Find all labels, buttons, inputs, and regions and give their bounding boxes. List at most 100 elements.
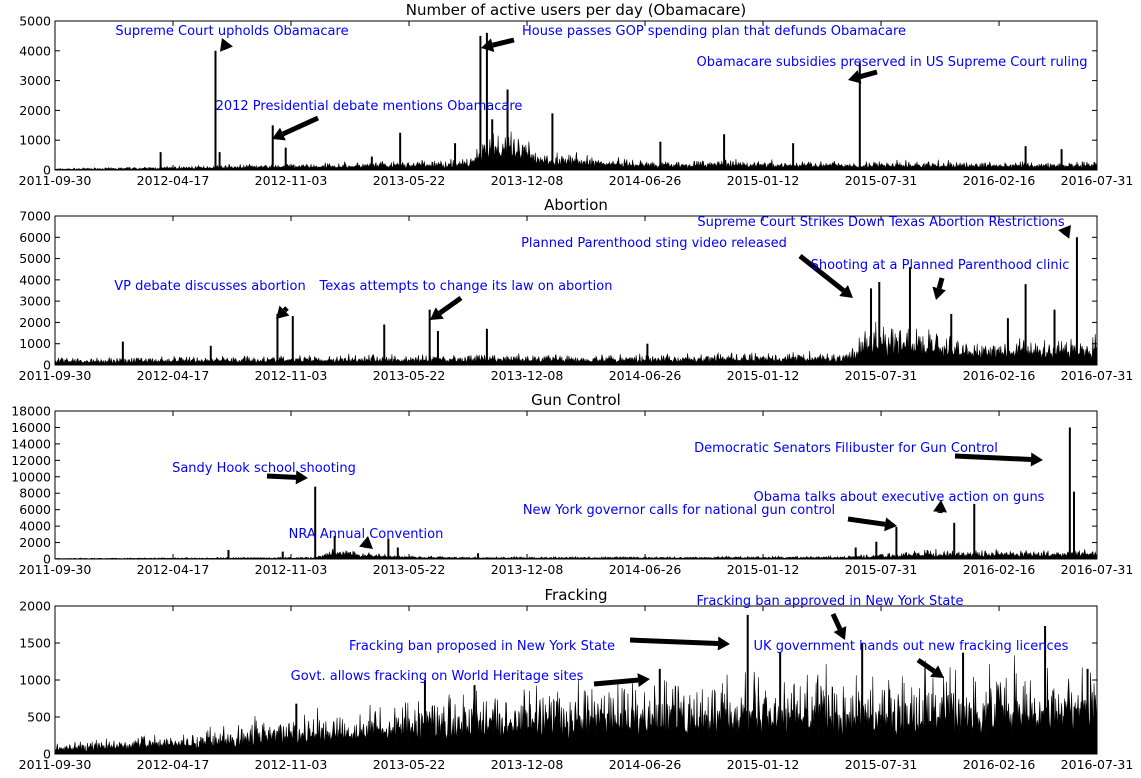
annotation-arrow-head <box>884 517 897 532</box>
y-tick-label: 2000 <box>19 315 51 330</box>
y-tick-label: 3000 <box>19 73 51 88</box>
y-tick-label: 0 <box>43 747 51 762</box>
y-tick-label: 8000 <box>19 486 51 501</box>
annotation-arrow-head <box>1058 225 1071 239</box>
x-tick-label: 2014-06-26 <box>609 368 682 383</box>
annotation-label: Govt. allows fracking on World Heritage … <box>291 669 584 684</box>
y-tick-label: 1500 <box>19 636 51 651</box>
annotation-arrow-head <box>930 665 944 678</box>
annotation-arrow-head <box>933 500 948 513</box>
annotation-arrow-shaft <box>858 69 878 80</box>
annotation-label: Supreme Court Strikes Down Texas Abortio… <box>697 215 1065 230</box>
annotation-label: Fracking ban proposed in New York State <box>349 639 615 654</box>
annotation-arrow-head <box>1030 452 1043 467</box>
y-tick-label: 4000 <box>19 519 51 534</box>
x-tick-label: 2015-07-31 <box>845 368 918 383</box>
annotation-arrow-shaft <box>798 254 846 293</box>
y-tick-label: 6000 <box>19 502 51 517</box>
x-tick-label: 2016-02-16 <box>963 757 1036 772</box>
x-tick-label: 2014-06-26 <box>609 562 682 577</box>
x-tick-label: 2011-09-30 <box>19 368 92 383</box>
y-tick-label: 4000 <box>19 272 51 287</box>
x-tick-label: 2013-12-08 <box>491 368 564 383</box>
x-tick-label: 2013-05-22 <box>373 368 446 383</box>
x-tick-label: 2012-11-03 <box>255 173 328 188</box>
annotation-arrow-shaft <box>916 657 936 674</box>
plot-frame-number-of-active-users-per-day-obamacare <box>54 20 1098 171</box>
y-tick-label: 16000 <box>11 420 51 435</box>
x-tick-label: 2016-02-16 <box>963 368 1036 383</box>
annotation-arrow-head <box>276 305 290 319</box>
y-tick-label: 2000 <box>19 535 51 550</box>
y-tick-label: 1000 <box>19 673 51 688</box>
annotation-arrow-shaft <box>847 516 886 527</box>
annotation-arrow-head <box>833 626 847 640</box>
annotation-label: Supreme Court upholds Obamacare <box>115 24 348 39</box>
annotation-label: Democratic Senators Filibuster for Gun C… <box>694 441 998 456</box>
x-tick-label: 2011-09-30 <box>19 173 92 188</box>
annotation-label: Obamacare subsidies preserved in US Supr… <box>697 55 1088 70</box>
x-tick-label: 2012-11-03 <box>255 368 328 383</box>
y-tick-label: 0 <box>43 552 51 567</box>
annotation-label: VP debate discusses abortion <box>114 279 305 294</box>
y-tick-label: 12000 <box>11 453 51 468</box>
chart-title-fracking: Fracking <box>544 586 607 604</box>
y-tick-label: 18000 <box>11 404 51 419</box>
annotation-arrow-head <box>359 536 373 549</box>
plot-frame-abortion <box>54 215 1098 366</box>
x-tick-label: 2015-07-31 <box>845 562 918 577</box>
x-tick-label: 2015-07-31 <box>845 757 918 772</box>
annotation-label: Texas attempts to change its law on abor… <box>318 279 612 294</box>
annotation-arrow-shaft <box>593 677 639 687</box>
x-tick-label: 2012-11-03 <box>255 757 328 772</box>
x-tick-label: 2016-07-31 <box>1061 757 1134 772</box>
x-tick-label: 2016-07-31 <box>1061 368 1134 383</box>
y-tick-label: 5000 <box>19 14 51 29</box>
annotation-arrow-shaft <box>492 37 515 48</box>
x-tick-label: 2016-02-16 <box>963 562 1036 577</box>
x-tick-label: 2012-04-17 <box>137 757 210 772</box>
x-tick-label: 2014-06-26 <box>609 173 682 188</box>
y-tick-label: 0 <box>43 163 51 178</box>
y-tick-label: 2000 <box>19 103 51 118</box>
annotation-arrow-head <box>717 636 730 651</box>
plot-frame-gun-control <box>54 410 1098 560</box>
y-tick-label: 1000 <box>19 133 51 148</box>
y-tick-label: 0 <box>43 358 51 373</box>
x-tick-label: 2015-01-12 <box>727 757 800 772</box>
x-tick-label: 2015-01-12 <box>727 562 800 577</box>
chart-title-gun-control: Gun Control <box>531 391 621 409</box>
x-tick-label: 2013-05-22 <box>373 562 446 577</box>
y-tick-label: 10000 <box>11 469 51 484</box>
annotation-arrow-head <box>932 286 946 300</box>
x-tick-label: 2011-09-30 <box>19 757 92 772</box>
x-tick-label: 2013-12-08 <box>491 757 564 772</box>
y-tick-label: 500 <box>27 710 51 725</box>
annotation-arrow-shaft <box>281 115 320 137</box>
daily-series-abortion <box>54 321 1098 366</box>
annotation-label: Shooting at a Planned Parenthood clinic <box>811 258 1070 273</box>
annotation-arrow-shaft <box>629 637 719 647</box>
annotation-label: Obama talks about executive action on gu… <box>754 490 1045 505</box>
y-tick-label: 7000 <box>19 209 51 224</box>
annotation-label: Fracking ban approved in New York State <box>697 594 964 609</box>
annotation-arrow-shaft <box>438 295 463 316</box>
y-tick-label: 4000 <box>19 43 51 58</box>
y-tick-label: 5000 <box>19 251 51 266</box>
x-tick-label: 2016-02-16 <box>963 173 1036 188</box>
annotation-arrow-head <box>848 70 862 84</box>
x-tick-label: 2011-09-30 <box>19 562 92 577</box>
x-tick-label: 2012-04-17 <box>137 562 210 577</box>
annotation-label: House passes GOP spending plan that defu… <box>522 24 906 39</box>
annotation-label: UK government hands out new fracking lic… <box>754 639 1069 654</box>
daily-series-fracking <box>54 655 1098 755</box>
x-tick-label: 2012-04-17 <box>137 368 210 383</box>
chart-title-number-of-active-users-per-day-obamacare: Number of active users per day (Obamacar… <box>406 1 747 19</box>
annotation-label: Planned Parenthood sting video released <box>521 236 787 251</box>
annotation-arrow-head <box>272 127 286 141</box>
x-tick-label: 2015-01-12 <box>727 368 800 383</box>
annotation-arrow-head <box>295 470 308 485</box>
annotation-arrow-head <box>481 38 495 52</box>
annotation-label: NRA Annual Convention <box>289 527 444 542</box>
annotation-arrow-shaft <box>282 306 289 313</box>
